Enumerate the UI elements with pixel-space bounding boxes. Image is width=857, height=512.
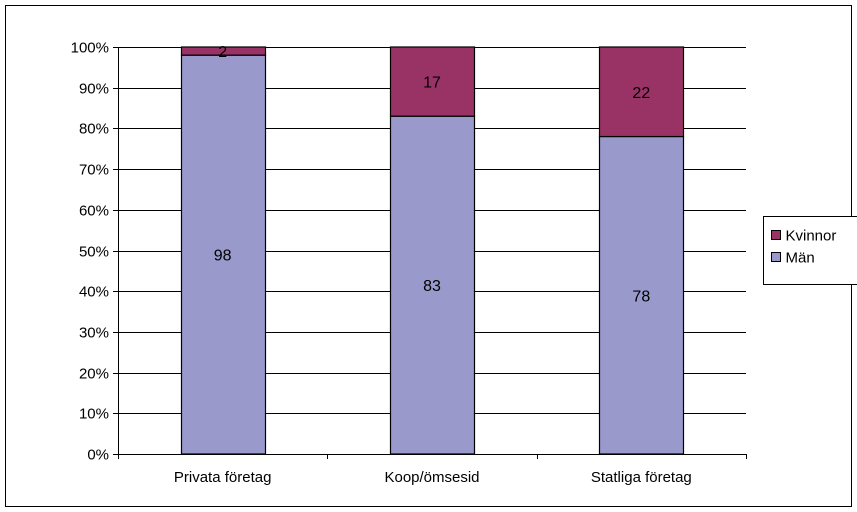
bars: [180, 46, 685, 455]
y-tick-label-1: 10%: [79, 406, 109, 423]
data-label-kvinnor-0: 2: [218, 44, 227, 61]
data-label-män-2: 78: [632, 288, 650, 305]
y-tick-label-2: 20%: [79, 366, 109, 383]
data-label-kvinnor-1: 17: [423, 75, 441, 92]
legend-swatch-kvinnor: [771, 230, 781, 240]
legend: Kvinnor Män: [763, 216, 857, 285]
bar-män-2: [598, 135, 685, 455]
bar-kvinnor-2: [598, 46, 685, 138]
legend-label-kvinnor: Kvinnor: [786, 228, 837, 245]
data-labels: 98 2 83 17 78 22: [214, 44, 651, 305]
bar-män-1: [389, 115, 476, 455]
bar-kvinnor-0: [180, 46, 267, 56]
x-category-label-0: Privata företag: [174, 469, 272, 486]
x-category-label-2: Statliga företag: [591, 469, 692, 486]
y-tick-label-9: 90%: [79, 81, 109, 98]
y-tick-label-4: 40%: [79, 284, 109, 301]
data-label-män-0: 98: [214, 248, 232, 265]
legend-box: [763, 216, 857, 285]
y-tick-label-0: 0%: [87, 447, 109, 464]
bar-män-0: [180, 54, 267, 455]
y-tick-label-5: 50%: [79, 244, 109, 261]
y-tick-label-6: 60%: [79, 203, 109, 220]
legend-swatch-män: [771, 252, 781, 262]
y-tick-label-7: 70%: [79, 162, 109, 179]
y-tick-label-10: 100%: [71, 40, 109, 57]
y-tick-label-3: 30%: [79, 325, 109, 342]
data-label-kvinnor-2: 22: [632, 85, 650, 102]
bar-kvinnor-1: [389, 46, 476, 117]
data-label-män-1: 83: [423, 278, 441, 295]
x-category-label-1: Koop/ömsesid: [384, 469, 479, 486]
legend-label-män: Män: [786, 250, 815, 267]
y-tick-label-8: 80%: [79, 121, 109, 138]
